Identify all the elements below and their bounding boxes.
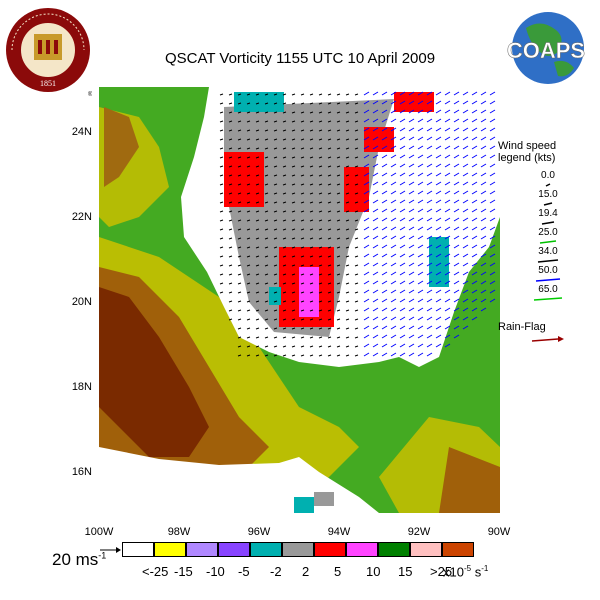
wind-legend-value: 15.0 [538, 189, 558, 200]
scale-arrow-icon [100, 547, 121, 553]
map-canvas [99, 87, 500, 513]
wind-legend-value: 65.0 [538, 284, 558, 295]
lat-label-24n: 24N [71, 126, 92, 138]
pacific-ocean [99, 447, 379, 513]
svg-text:®: ® [88, 91, 92, 98]
wind-arrow-icon [543, 202, 553, 206]
lon-label-92w: 92W [407, 526, 431, 538]
wind-arrow-icon [537, 259, 559, 263]
colorbar-swatch [186, 542, 218, 557]
wind-legend-entry: 34.0 [498, 246, 598, 265]
legend-title-line2: legend (kts) [498, 152, 556, 164]
arrow-scale-label: 20 ms-1 [52, 550, 106, 570]
colorbar-swatch [250, 542, 282, 557]
lon-label-100w: 100W [84, 526, 114, 538]
colorbar-tick-label: >25 [430, 564, 453, 579]
lon-label-96w: 96W [247, 526, 271, 538]
wind-arrow-icon [535, 278, 561, 282]
colorbar-tick-label: <-25 [142, 564, 169, 579]
lon-label-98w: 98W [167, 526, 191, 538]
wind-arrow-icon [533, 297, 563, 301]
coaps-logo: COAPS [496, 8, 596, 90]
colorbar-swatch [410, 542, 442, 557]
lat-label-16n: 16N [71, 466, 92, 478]
map-title: QSCAT Vorticity 1155 UTC 10 April 2009 [164, 50, 436, 67]
vorticity-colorbar [122, 542, 482, 558]
legend-title-line1: Wind speed [498, 140, 557, 152]
fsu-seal-logo: 1851 ® [4, 4, 93, 100]
wind-speed-legend: Wind speed legend (kts) 0.0 15.0 19.4 25.0 3… [498, 140, 598, 345]
wind-legend-value: 34.0 [538, 246, 558, 257]
colorbar-unit: x10-5 s-1 [443, 564, 489, 580]
colorbar-tick-label: -10 [206, 564, 225, 579]
rain-flag-arrow-icon [531, 336, 564, 342]
lat-label-18n: 18N [71, 381, 92, 393]
colorbar-swatch [282, 542, 314, 557]
colorbar-swatch [154, 542, 186, 557]
fsu-year-text: 1851 [40, 79, 56, 88]
wind-legend-entry: 65.0 [498, 284, 598, 303]
colorbar-tick-label: 10 [366, 564, 381, 579]
lat-label-22n: 22N [71, 211, 92, 223]
wind-legend-value: 0.0 [541, 170, 555, 181]
wind-legend-entry: 50.0 [498, 265, 598, 284]
colorbar-tick-label: -5 [238, 564, 250, 579]
colorbar-swatch [346, 542, 378, 557]
colorbar-swatch [218, 542, 250, 557]
colorbar-swatch [122, 542, 154, 557]
colorbar-tick-label: 15 [398, 564, 413, 579]
wind-legend-entry: 0.0 [498, 170, 598, 189]
colorbar-tick-label: -15 [174, 564, 193, 579]
wind-vectors [219, 91, 496, 357]
wind-legend-entry: 19.4 [498, 208, 598, 227]
lon-label-94w: 94W [327, 526, 351, 538]
colorbar-swatch [314, 542, 346, 557]
lon-label-90w: 90W [487, 526, 511, 538]
wind-arrow-icon [541, 221, 555, 225]
colorbar-swatch [442, 542, 474, 557]
colorbar-tick-label: -2 [270, 564, 282, 579]
scale-value: 20 ms [52, 550, 99, 569]
wind-legend-entry: 25.0 [498, 227, 598, 246]
colorbar-tick-label: 5 [334, 564, 342, 579]
wind-legend-entry: 15.0 [498, 189, 598, 208]
scale-exponent: -1 [98, 550, 107, 561]
wind-legend-value: 50.0 [538, 265, 558, 276]
vorticity-map[interactable] [99, 87, 500, 513]
rain-flag-label: Rain-Flag [498, 321, 546, 333]
coaps-text: COAPS [507, 38, 585, 63]
lat-label-20n: 20N [71, 296, 92, 308]
colorbar-swatch [378, 542, 410, 557]
wind-arrow-icon [539, 240, 557, 244]
wind-legend-value: 19.4 [538, 208, 558, 219]
colorbar-tick-label: 2 [302, 564, 310, 579]
wind-arrow-icon [545, 183, 551, 187]
wind-legend-value: 25.0 [538, 227, 558, 238]
